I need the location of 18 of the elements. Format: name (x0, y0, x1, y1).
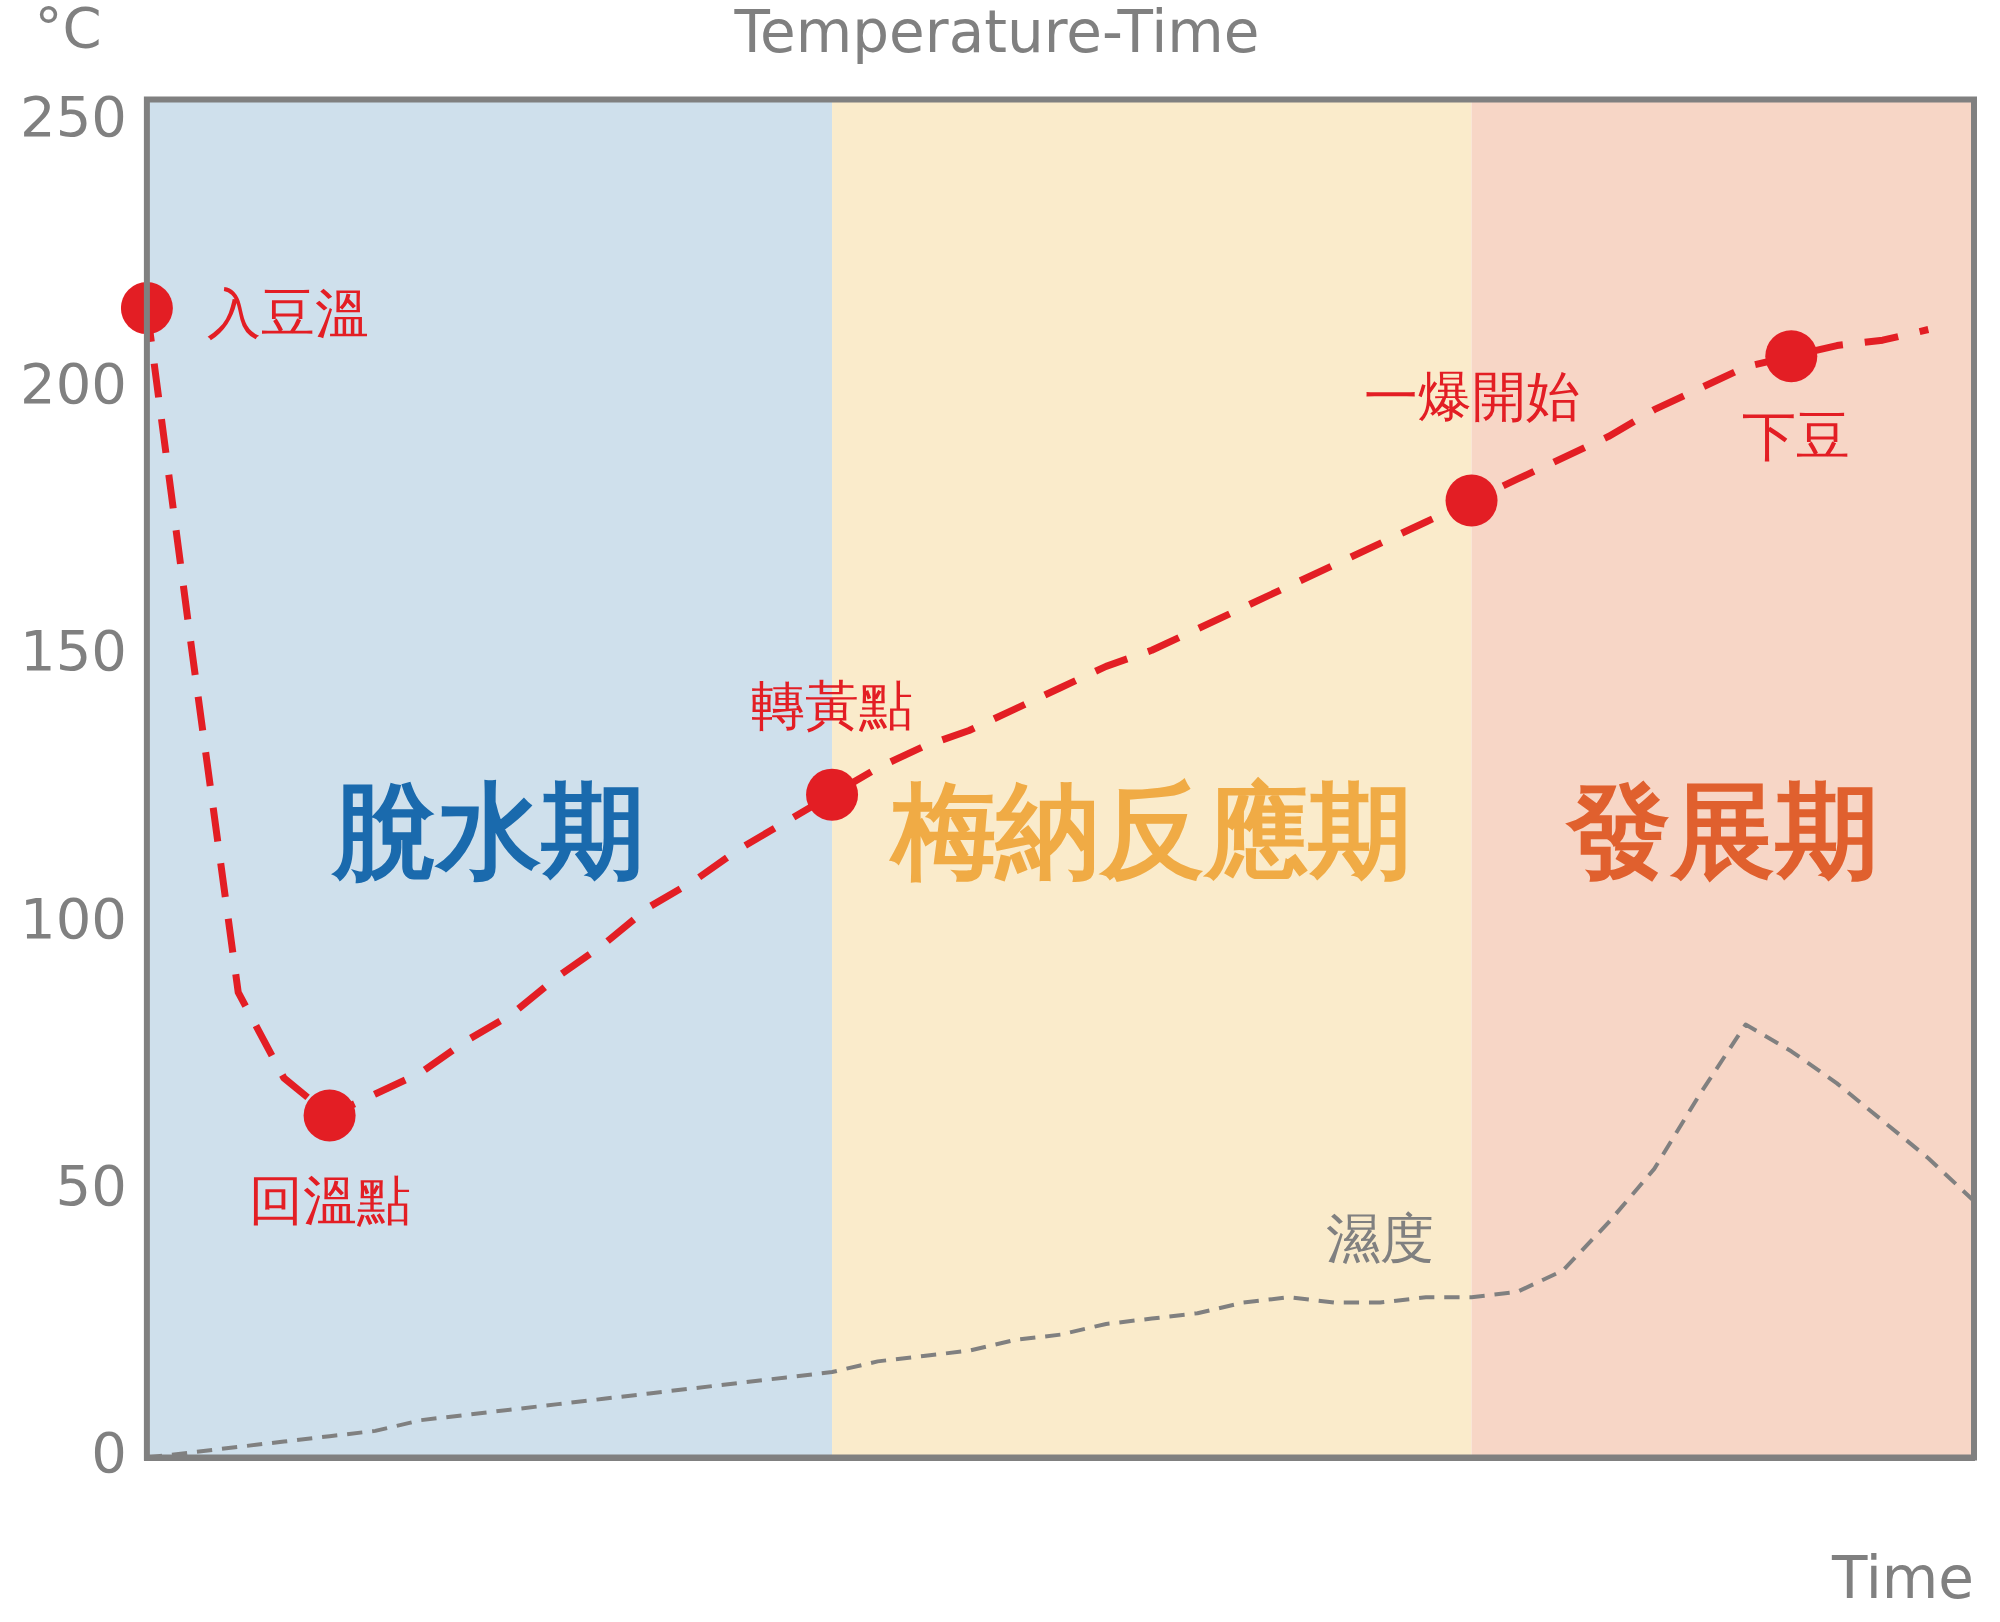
y-axis-title: °C (34, 0, 102, 60)
annotation: 下豆 (1742, 405, 1851, 469)
annotation: 回溫點 (248, 1169, 411, 1233)
annotation: 一爆開始 (1363, 364, 1580, 428)
annotation: 轉黃點 (751, 673, 914, 737)
y-tick-label: 50 (55, 1152, 127, 1218)
y-tick-label: 0 (91, 1420, 127, 1486)
series-label: 濕度 (1326, 1206, 1435, 1270)
chart-title: Temperature-Time (733, 0, 1260, 66)
y-tick-label: 100 (20, 885, 127, 951)
annotation: 入豆溫 (206, 282, 369, 346)
y-tick-label: 200 (20, 350, 127, 416)
x-axis-title: Time (1831, 1544, 1974, 1613)
annotation: 發展期 (1564, 769, 1879, 892)
y-tick-label: 250 (20, 83, 127, 149)
annotation: 脫水期 (331, 769, 646, 892)
y-tick-label: 150 (20, 618, 127, 684)
annotation: 梅納反應期 (887, 769, 1412, 892)
